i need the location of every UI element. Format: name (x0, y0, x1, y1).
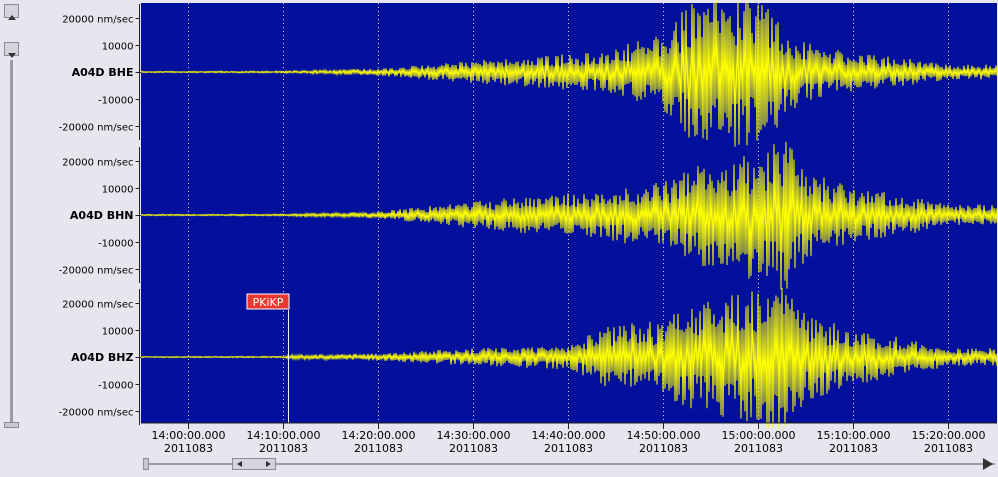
amplitude-tick-label: -20000 nm/sec (59, 266, 134, 277)
arrow-up-icon (7, 15, 16, 20)
time-tick-label: 15:00:00.000 (722, 429, 796, 442)
amplitude-tick-label: 20000 nm/sec (62, 300, 133, 311)
amplitude-tick-label: -20000 nm/sec (59, 123, 134, 134)
waveform-a04d-bhz (140, 287, 998, 430)
vertical-scrollbar[interactable] (4, 4, 19, 428)
waveform-a04d-bhn (140, 141, 998, 290)
time-tick-label: 14:10:00.000 (247, 429, 321, 442)
time-tick-label: 15:20:00.000 (912, 429, 986, 442)
amplitude-tick-label: -20000 nm/sec (59, 408, 134, 419)
date-tick-label: 2011083 (924, 442, 973, 455)
time-axis: 14:00:00.000201108314:10:00.000201108314… (141, 422, 997, 455)
amplitude-tick-label: 10000 (102, 42, 134, 53)
pick-label: PKiKP (253, 296, 284, 309)
pick-flag[interactable] (246, 293, 290, 310)
amplitude-axes: 20000 nm/sec 10000 -10000 -20000 nm/sec A04D… (59, 4, 141, 425)
scroll-right-icon[interactable] (983, 458, 993, 470)
amplitude-tick-label: 10000 (102, 327, 134, 338)
time-tick-label: 14:00:00.000 (152, 429, 226, 442)
time-tick-label: 14:20:00.000 (342, 429, 416, 442)
date-tick-label: 2011083 (259, 442, 308, 455)
phase-pick[interactable]: PKiKP (246, 293, 290, 423)
arrow-down-icon (7, 53, 16, 58)
date-tick-label: 2011083 (164, 442, 213, 455)
time-tick-label: 14:30:00.000 (437, 429, 511, 442)
scrollbar-track[interactable] (143, 463, 995, 465)
waveform-traces (140, 0, 998, 430)
amplitude-tick-label: -10000 (98, 96, 133, 107)
date-tick-label: 2011083 (639, 442, 688, 455)
channel-label: A04D BHE (72, 66, 134, 79)
amplitude-tick-label: 20000 nm/sec (62, 15, 133, 26)
time-tick-label: 14:50:00.000 (627, 429, 701, 442)
scroll-down-button[interactable] (4, 42, 19, 58)
arrow-left-icon[interactable] (237, 461, 242, 467)
date-tick-label: 2011083 (354, 442, 403, 455)
waveform-a04d-bhe (140, 0, 998, 147)
horizontal-scrollbar[interactable] (143, 458, 995, 470)
scroll-up-button[interactable] (4, 4, 19, 20)
date-tick-label: 2011083 (829, 442, 878, 455)
scroll-left-stop (143, 458, 149, 470)
time-tick-label: 14:40:00.000 (532, 429, 606, 442)
amplitude-tick-label: 20000 nm/sec (62, 158, 133, 169)
amplitude-tick-label: 10000 (102, 185, 134, 196)
arrow-right-icon[interactable] (266, 461, 271, 467)
scrollbar-end-cap (4, 422, 19, 428)
amplitude-tick-label: -10000 (98, 381, 133, 392)
amplitude-tick-label: -10000 (98, 239, 133, 250)
date-tick-label: 2011083 (449, 442, 498, 455)
scroll-thumb[interactable] (232, 458, 276, 470)
date-tick-label: 2011083 (544, 442, 593, 455)
scrollbar-track[interactable] (10, 60, 13, 422)
date-tick-label: 2011083 (734, 442, 783, 455)
time-tick-label: 15:10:00.000 (817, 429, 891, 442)
channel-label: A04D BHZ (71, 351, 133, 364)
channel-label: A04D BHN (70, 209, 134, 222)
